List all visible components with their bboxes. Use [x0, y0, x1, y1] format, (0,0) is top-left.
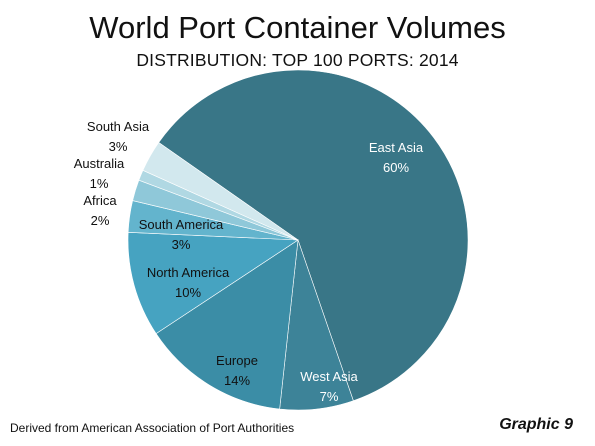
- slice-label-africa: Africa: [83, 193, 117, 208]
- slice-label-west-asia: West Asia: [300, 369, 358, 384]
- pie-slice-east-asia: [158, 69, 469, 402]
- graphic-number: Graphic 9: [499, 416, 573, 433]
- pie-slice-south-asia: [142, 142, 299, 241]
- slice-label-east-asia: East Asia: [369, 140, 424, 155]
- slice-label-north-america: North America: [147, 265, 230, 280]
- slice-value-south-america: 3%: [172, 237, 191, 252]
- slice-label-australia: Australia: [74, 156, 125, 171]
- slice-value-australia: 1%: [90, 176, 109, 191]
- chart-subtitle: DISTRIBUTION: TOP 100 PORTS: 2014: [136, 50, 459, 70]
- slice-value-south-asia: 3%: [109, 139, 128, 154]
- pie-labels: East Asia 60% West Asia 7% Europe 14% North Am…: [74, 119, 424, 404]
- pie-slice-europe: [155, 239, 299, 410]
- pie-slices: [127, 69, 469, 411]
- slice-value-africa: 2%: [91, 213, 110, 228]
- slice-label-europe: Europe: [216, 353, 258, 368]
- chart-title: World Port Container Volumes: [89, 10, 506, 45]
- source-note: Derived from American Association of Por…: [10, 421, 295, 435]
- slice-value-east-asia: 60%: [383, 160, 409, 175]
- slice-value-north-america: 10%: [175, 285, 201, 300]
- slice-value-west-asia: 7%: [320, 389, 339, 404]
- slice-value-europe: 14%: [224, 373, 250, 388]
- pie-slice-north-america: [127, 231, 299, 334]
- slice-label-south-asia: South Asia: [87, 119, 150, 134]
- slice-label-south-america: South America: [139, 217, 224, 232]
